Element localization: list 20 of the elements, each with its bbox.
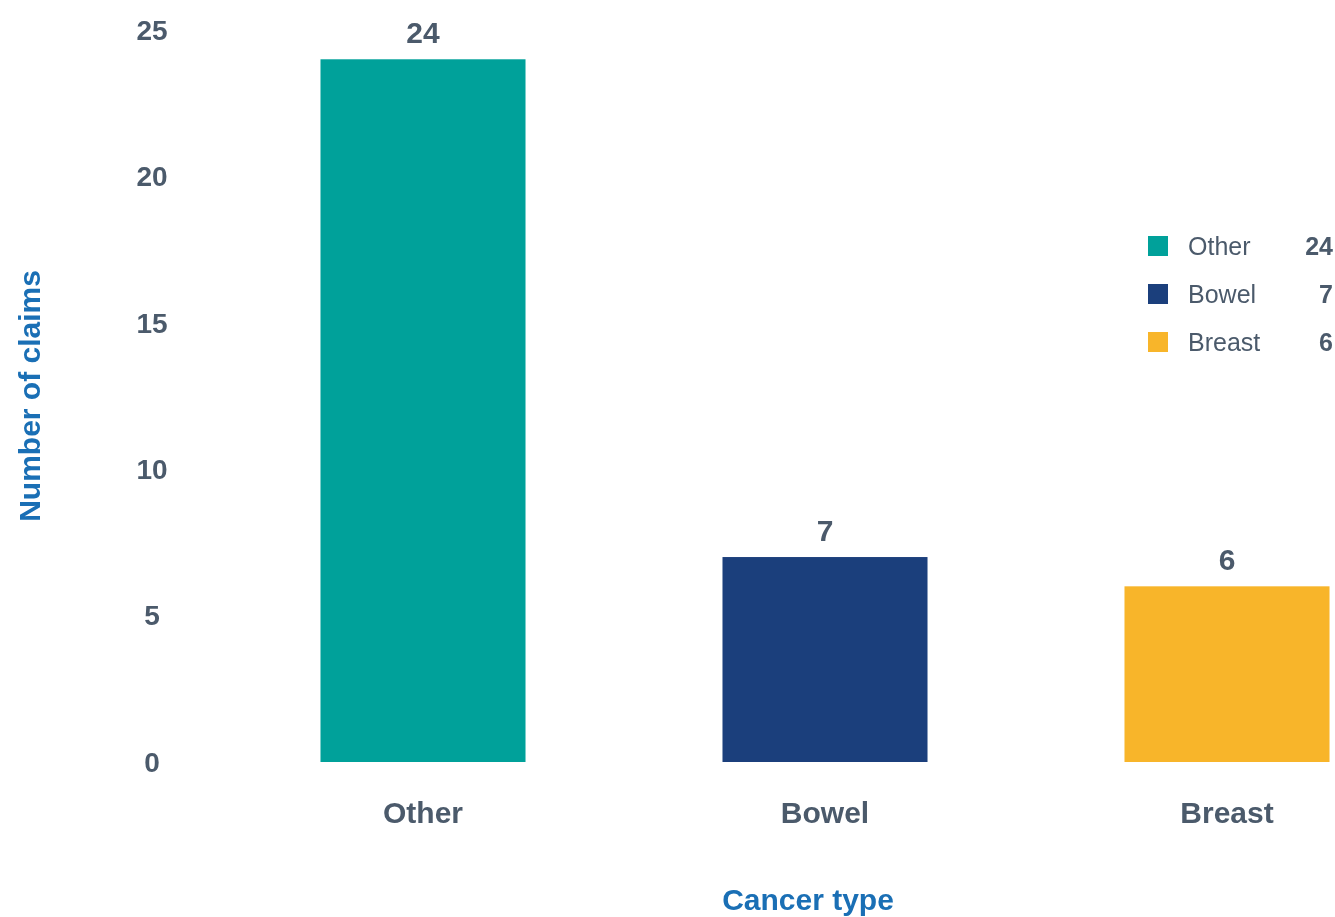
y-tick-label: 20 xyxy=(136,161,168,193)
x-tick-label: Other xyxy=(382,796,464,829)
x-axis-title: Cancer type xyxy=(722,883,894,916)
x-tick-label: Breast xyxy=(1180,796,1274,829)
y-tick-label: 0 xyxy=(144,746,160,778)
y-tick-label: 15 xyxy=(136,307,168,339)
annotation: 7 xyxy=(1319,279,1333,308)
y-tick-label: 10 xyxy=(136,454,168,485)
data-label: 6 xyxy=(1218,543,1236,577)
annotation: 6 xyxy=(1319,327,1333,356)
legend-label: Other xyxy=(1188,231,1251,260)
legend-label: Bowel xyxy=(1188,279,1257,308)
annotation: 24 xyxy=(1305,231,1334,260)
y-axis-title: Number of claims xyxy=(13,270,46,522)
data-label: 24 xyxy=(406,16,440,50)
legend-label: Breast xyxy=(1188,327,1261,356)
y-tick-label: 5 xyxy=(144,600,160,632)
data-label: 7 xyxy=(816,514,834,548)
x-tick-label: Bowel xyxy=(780,796,870,829)
y-tick-label: 25 xyxy=(136,14,168,46)
